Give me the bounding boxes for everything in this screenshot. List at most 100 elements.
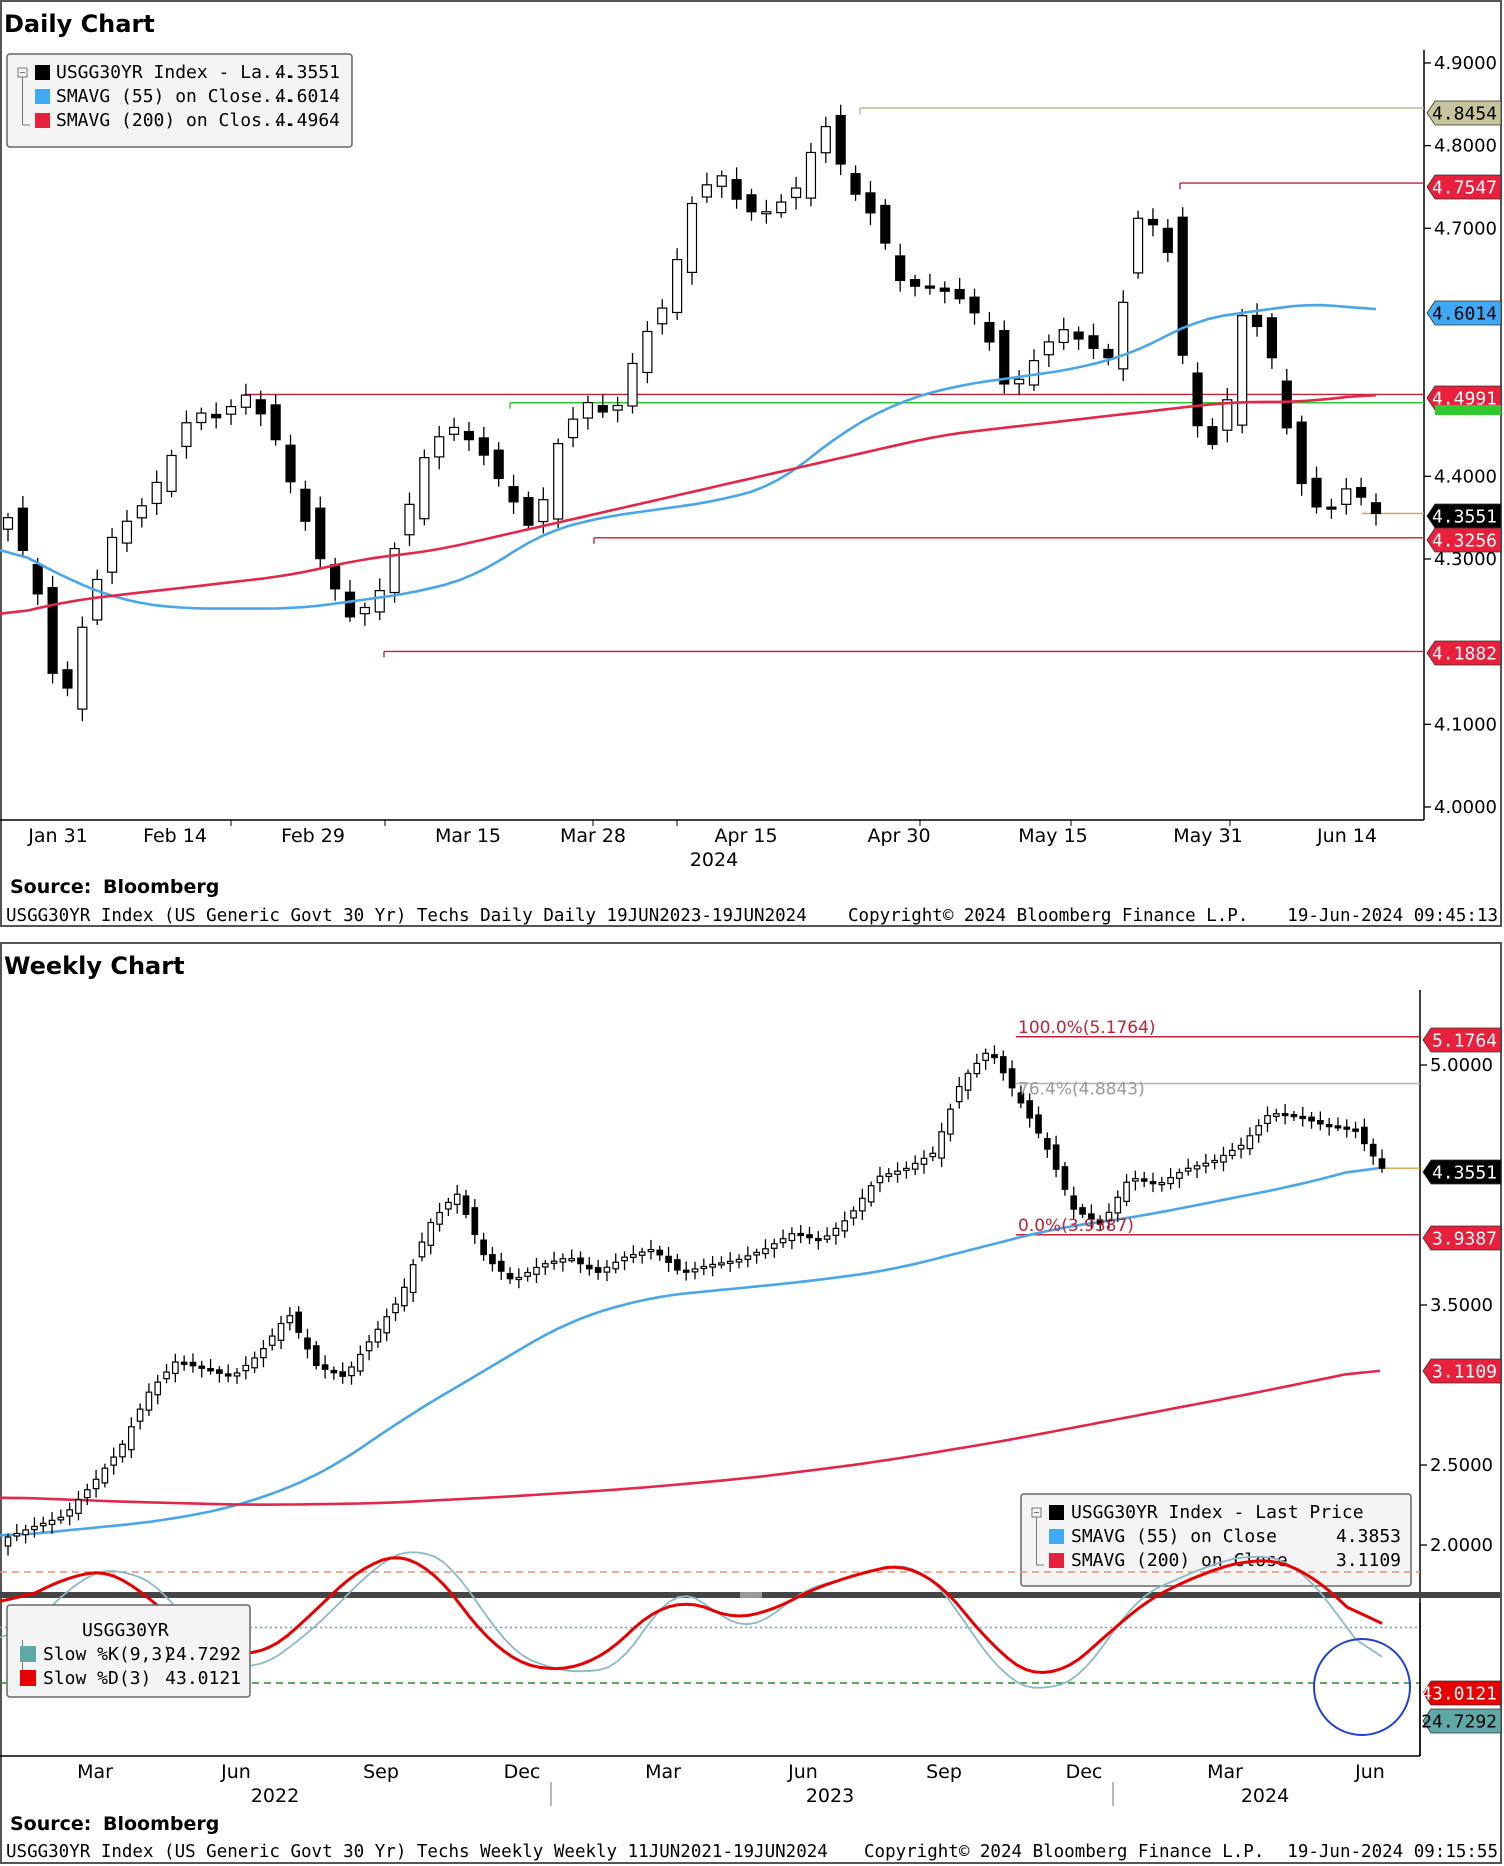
- weekly-candle-120: [1061, 1161, 1069, 1196]
- weekly-candle-141: [1246, 1127, 1254, 1155]
- daily-candle-27: [404, 492, 415, 546]
- weekly-fib-label-0: 100.0%(5.1764): [1018, 1018, 1156, 1038]
- weekly-candle-8: [75, 1491, 82, 1521]
- weekly-candle-48: [427, 1218, 435, 1255]
- daily-ytick-label-0: 4.9000: [1434, 53, 1497, 74]
- weekly-candle-66: [585, 1257, 593, 1276]
- weekly-footer-time: 19-Jun-2024 09:15:55: [1287, 1842, 1498, 1862]
- weekly-candle-108: [955, 1077, 963, 1109]
- daily-candle-34: [508, 474, 519, 514]
- weekly-candle-19: [172, 1353, 179, 1383]
- weekly-fib-label-1: 76.4%(4.8843): [1018, 1080, 1145, 1100]
- weekly-candle-95: [841, 1211, 849, 1238]
- weekly-candle-15: [136, 1403, 144, 1430]
- daily-legend-label-2: SMAVG (200) on Clos...: [56, 110, 294, 131]
- weekly-sma55-line: [0, 1166, 1381, 1537]
- highlight-circle: [1313, 1638, 1411, 1736]
- daily-footer-left: USGG30YR Index (US Generic Govt 30 Yr) T…: [6, 906, 807, 926]
- weekly-candle-130: [1149, 1172, 1157, 1193]
- weekly-candle-58: [515, 1268, 523, 1289]
- daily-xtick-9: Jun 14: [1316, 825, 1377, 847]
- weekly-candle-3: [31, 1517, 38, 1538]
- daily-sma55-line: [0, 303, 1377, 610]
- daily-candle-3: [47, 575, 58, 684]
- weekly-candle-17: [154, 1375, 162, 1405]
- weekly-candle-54: [480, 1232, 487, 1261]
- daily-price-tag-2: 4.6014: [1426, 300, 1502, 326]
- daily-candle-64: [954, 277, 965, 304]
- weekly-xtick-6: Sep: [926, 1761, 962, 1783]
- weekly-candle-57: [506, 1267, 514, 1284]
- weekly-candle-77: [682, 1261, 690, 1281]
- weekly-fib-lines: [1016, 1036, 1420, 1236]
- weekly-candle-136: [1202, 1153, 1210, 1174]
- stoch-legend-label-1: Slow %D(3): [43, 1668, 151, 1689]
- weekly-xtick-1: Jun: [220, 1761, 251, 1783]
- daily-candle-57: [850, 165, 861, 201]
- daily-price-tag-3: 4.4991: [1426, 385, 1502, 411]
- weekly-legend-swatch-2: [1049, 1553, 1064, 1568]
- weekly-divider-handle[interactable]: [740, 1592, 762, 1598]
- weekly-candle-22: [198, 1360, 206, 1378]
- weekly-candle-151: [1334, 1117, 1342, 1132]
- daily-legend-value-1: 4.6014: [275, 86, 340, 107]
- weekly-candle-61: [541, 1259, 549, 1275]
- weekly-candle-140: [1237, 1137, 1245, 1159]
- weekly-candle-149: [1317, 1111, 1324, 1131]
- daily-candle-31: [463, 421, 475, 451]
- daily-candle-45: [672, 248, 683, 320]
- daily-candle-51: [761, 199, 772, 224]
- daily-xtick-6: Apr 30: [867, 825, 930, 847]
- daily-candle-74: [1103, 343, 1114, 366]
- daily-xtick-2: Feb 29: [281, 825, 345, 847]
- weekly-candle-51: [453, 1184, 461, 1214]
- weekly-xtick-4: Mar: [645, 1761, 681, 1783]
- daily-candle-29: [434, 425, 445, 470]
- weekly-candle-60: [533, 1257, 540, 1283]
- daily-candle-69: [1028, 349, 1040, 391]
- weekly-candle-111: [982, 1048, 989, 1070]
- weekly-candle-32: [286, 1307, 294, 1331]
- weekly-xtick-2: Sep: [363, 1761, 399, 1783]
- daily-candle-5: [77, 616, 88, 722]
- weekly-candle-112: [991, 1045, 998, 1065]
- weekly-legend: USGG30YR Index - Last Price SMAVG (55) on…: [1020, 1493, 1412, 1587]
- weekly-candle-88: [779, 1229, 787, 1248]
- weekly-y-ticks: 5.0000 3.5000 2.5000 2.0000: [1420, 1055, 1493, 1556]
- weekly-candle-14: [127, 1417, 135, 1459]
- weekly-candle-27: [242, 1356, 250, 1380]
- daily-xtick-4: Mar 28: [560, 825, 626, 847]
- weekly-xtick-9: Jun: [1354, 1761, 1385, 1783]
- daily-candle-59: [880, 199, 891, 250]
- daily-legend: USGG30YR Index - La...4.3551 SMAVG (55) o…: [6, 53, 353, 148]
- weekly-candle-85: [753, 1248, 760, 1264]
- weekly-candle-55: [489, 1246, 496, 1272]
- weekly-candle-44: [392, 1297, 399, 1321]
- weekly-candle-21: [189, 1353, 197, 1373]
- weekly-legend-swatch-0: [1049, 1505, 1064, 1520]
- daily-candle-89: [1326, 498, 1337, 519]
- weekly-candle-147: [1299, 1106, 1307, 1127]
- weekly-candle-113: [999, 1050, 1007, 1081]
- weekly-candle-99: [876, 1166, 884, 1193]
- weekly-candle-64: [568, 1249, 576, 1263]
- daily-candle-87: [1296, 415, 1307, 496]
- daily-legend-value-2: 4.4964: [275, 110, 340, 131]
- weekly-candle-110: [973, 1053, 981, 1078]
- daily-ytick-label-5: 4.1000: [1434, 714, 1497, 735]
- stoch-tags: 43.0121 24.7292: [1419, 1603, 1502, 1756]
- daily-candle-82: [1222, 388, 1233, 443]
- daily-candle-46: [686, 196, 698, 285]
- daily-price-tag-4: 4.3551: [1426, 503, 1502, 529]
- daily-ytick-label-4: 4.3000: [1434, 549, 1497, 570]
- weekly-candle-139: [1228, 1143, 1236, 1160]
- daily-candle-56: [835, 104, 846, 176]
- daily-candle-28: [419, 449, 430, 526]
- weekly-candle-133: [1176, 1168, 1183, 1188]
- weekly-candle-137: [1211, 1154, 1218, 1170]
- daily-candles: [2, 104, 1382, 722]
- weekly-source: Bloomberg: [103, 1813, 219, 1835]
- weekly-candle-148: [1308, 1111, 1315, 1129]
- daily-candle-21: [315, 496, 326, 568]
